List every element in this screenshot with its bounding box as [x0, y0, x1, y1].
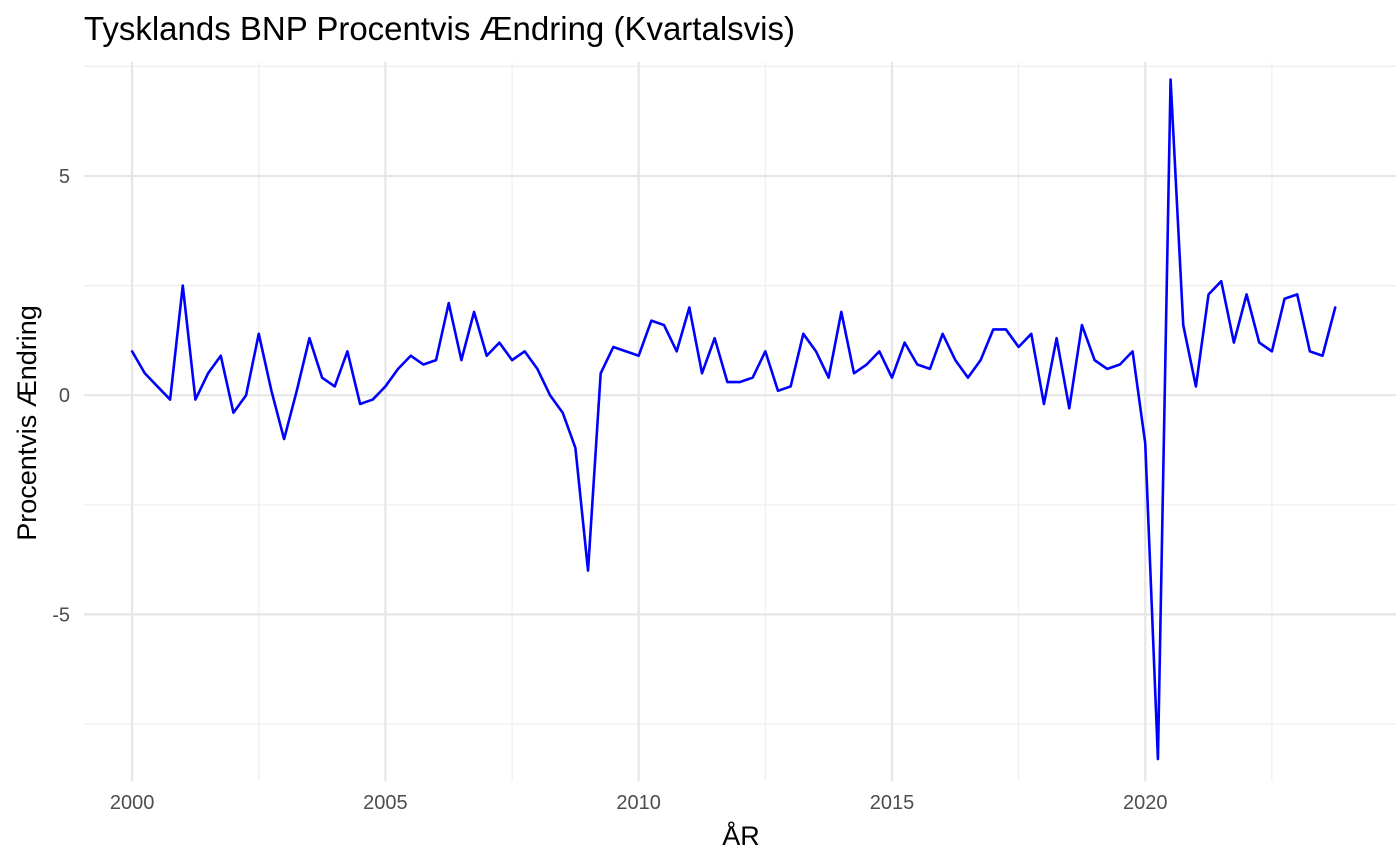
x-tick-label: 2010 [616, 792, 661, 814]
tick-labels: 2000 2005 2010 2015 2020 -5 0 5 [52, 166, 1167, 814]
series-layer [130, 78, 1337, 761]
chart-title: Tysklands BNP Procentvis Ændring (Kvarta… [84, 10, 795, 47]
x-axis-title: ÅR [722, 820, 760, 851]
y-tick-label: 5 [59, 166, 70, 188]
grid [84, 62, 1396, 781]
y-axis-title: Procentvis Ændring [12, 305, 42, 541]
y-tick-label: 0 [59, 385, 70, 407]
x-tick-label: 2000 [110, 792, 155, 814]
x-tick-label: 2005 [363, 792, 408, 814]
x-tick-label: 2015 [870, 792, 915, 814]
series-line [130, 78, 1337, 761]
x-tick-label: 2020 [1123, 792, 1168, 814]
y-tick-label: -5 [52, 604, 70, 626]
